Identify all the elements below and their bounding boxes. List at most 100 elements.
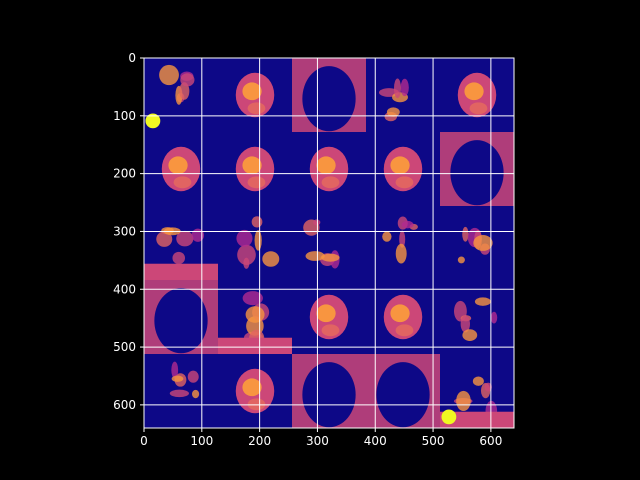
- y-tick-label: 400: [113, 282, 136, 296]
- brain-core: [390, 156, 410, 175]
- blob: [382, 231, 392, 242]
- brain-core: [242, 378, 262, 397]
- blob: [473, 234, 493, 251]
- blob: [245, 306, 265, 323]
- x-tick-label: 0: [140, 434, 148, 448]
- head-silhouette: [450, 140, 504, 206]
- blob: [472, 376, 484, 386]
- blob: [313, 219, 321, 226]
- montage-tile: [453, 297, 498, 341]
- brain-core: [464, 82, 484, 101]
- montage-tile: [309, 146, 349, 192]
- plot-area: [144, 58, 514, 428]
- bright-band: [218, 337, 292, 354]
- montage-tile: [292, 58, 366, 132]
- montage-tile: [145, 64, 195, 129]
- blob: [399, 230, 406, 248]
- brain-lower: [247, 398, 266, 411]
- montage-tile: [383, 146, 423, 192]
- y-tick-label: 100: [113, 109, 136, 123]
- blob: [159, 64, 179, 86]
- montage-tile: [382, 216, 418, 264]
- montage-tile: [236, 216, 280, 269]
- brain-lower: [395, 324, 414, 337]
- blob: [456, 390, 471, 412]
- blob: [172, 251, 186, 265]
- blob: [490, 311, 498, 324]
- brain-core: [242, 82, 262, 101]
- blob: [169, 389, 190, 398]
- brain-core: [168, 156, 188, 175]
- montage-tile: [457, 226, 493, 264]
- head-silhouette: [302, 66, 356, 132]
- x-tick-label: 600: [479, 434, 502, 448]
- montage-tile: [383, 294, 423, 340]
- blob: [251, 216, 263, 228]
- blob: [243, 257, 250, 269]
- blob: [187, 370, 199, 383]
- montage-tile: [440, 132, 514, 206]
- hot-spot: [441, 409, 457, 425]
- y-tick-label: 600: [113, 398, 136, 412]
- bright-band: [440, 411, 514, 428]
- axes-frame: [143, 57, 515, 429]
- blob: [305, 251, 325, 261]
- x-tick-label: 400: [364, 434, 387, 448]
- blob: [474, 297, 491, 306]
- blob: [254, 230, 262, 251]
- y-tick-label: 0: [128, 51, 136, 65]
- brain-lower: [247, 176, 266, 189]
- blob: [484, 382, 492, 392]
- montage-tile: [144, 280, 218, 354]
- brain-core: [316, 304, 336, 323]
- blob: [180, 73, 195, 87]
- montage-tile: [292, 354, 366, 428]
- hot-spot: [145, 113, 161, 129]
- montage-tile: [366, 354, 440, 428]
- brain-lower: [321, 176, 340, 189]
- brain-lower: [321, 324, 340, 337]
- brain-core: [316, 156, 336, 175]
- blob: [460, 315, 470, 333]
- head-silhouette: [376, 362, 430, 428]
- blob: [393, 78, 402, 99]
- montage-tile: [378, 78, 409, 122]
- head-silhouette: [302, 362, 356, 428]
- blob: [401, 220, 414, 229]
- brain-core: [242, 156, 262, 175]
- blob: [237, 244, 256, 265]
- brain-lower: [469, 102, 488, 115]
- brain-lower: [395, 176, 414, 189]
- blob: [191, 389, 200, 399]
- blob: [321, 253, 340, 262]
- y-tick-label: 200: [113, 167, 136, 181]
- blob: [395, 243, 407, 264]
- montage-tile: [235, 146, 275, 192]
- montage-tile: [235, 368, 275, 414]
- montage-tile: [169, 361, 200, 399]
- montage-tile: [235, 72, 275, 118]
- bright-band: [144, 263, 218, 280]
- blob: [236, 229, 253, 247]
- montage-tile: [309, 294, 349, 340]
- x-tick-label: 300: [306, 434, 329, 448]
- blob: [462, 226, 469, 242]
- montage-tile: [161, 146, 201, 192]
- blob: [156, 231, 173, 247]
- blob: [171, 375, 184, 382]
- blob: [242, 291, 263, 306]
- montage-tile: [440, 376, 514, 428]
- montage-tile: [457, 72, 497, 118]
- blob: [457, 256, 465, 264]
- x-tick-label: 500: [422, 434, 445, 448]
- axes: 0 100 200 300 400 500 600 0 100 200 300 400 500 600: [113, 51, 515, 448]
- blob: [386, 107, 400, 117]
- brain-lower: [173, 176, 192, 189]
- blob: [176, 230, 194, 247]
- blob: [179, 82, 190, 100]
- montage-tiles: [144, 58, 514, 428]
- y-tick-label: 300: [113, 224, 136, 238]
- y-tick-label: 500: [113, 340, 136, 354]
- blob: [262, 251, 280, 267]
